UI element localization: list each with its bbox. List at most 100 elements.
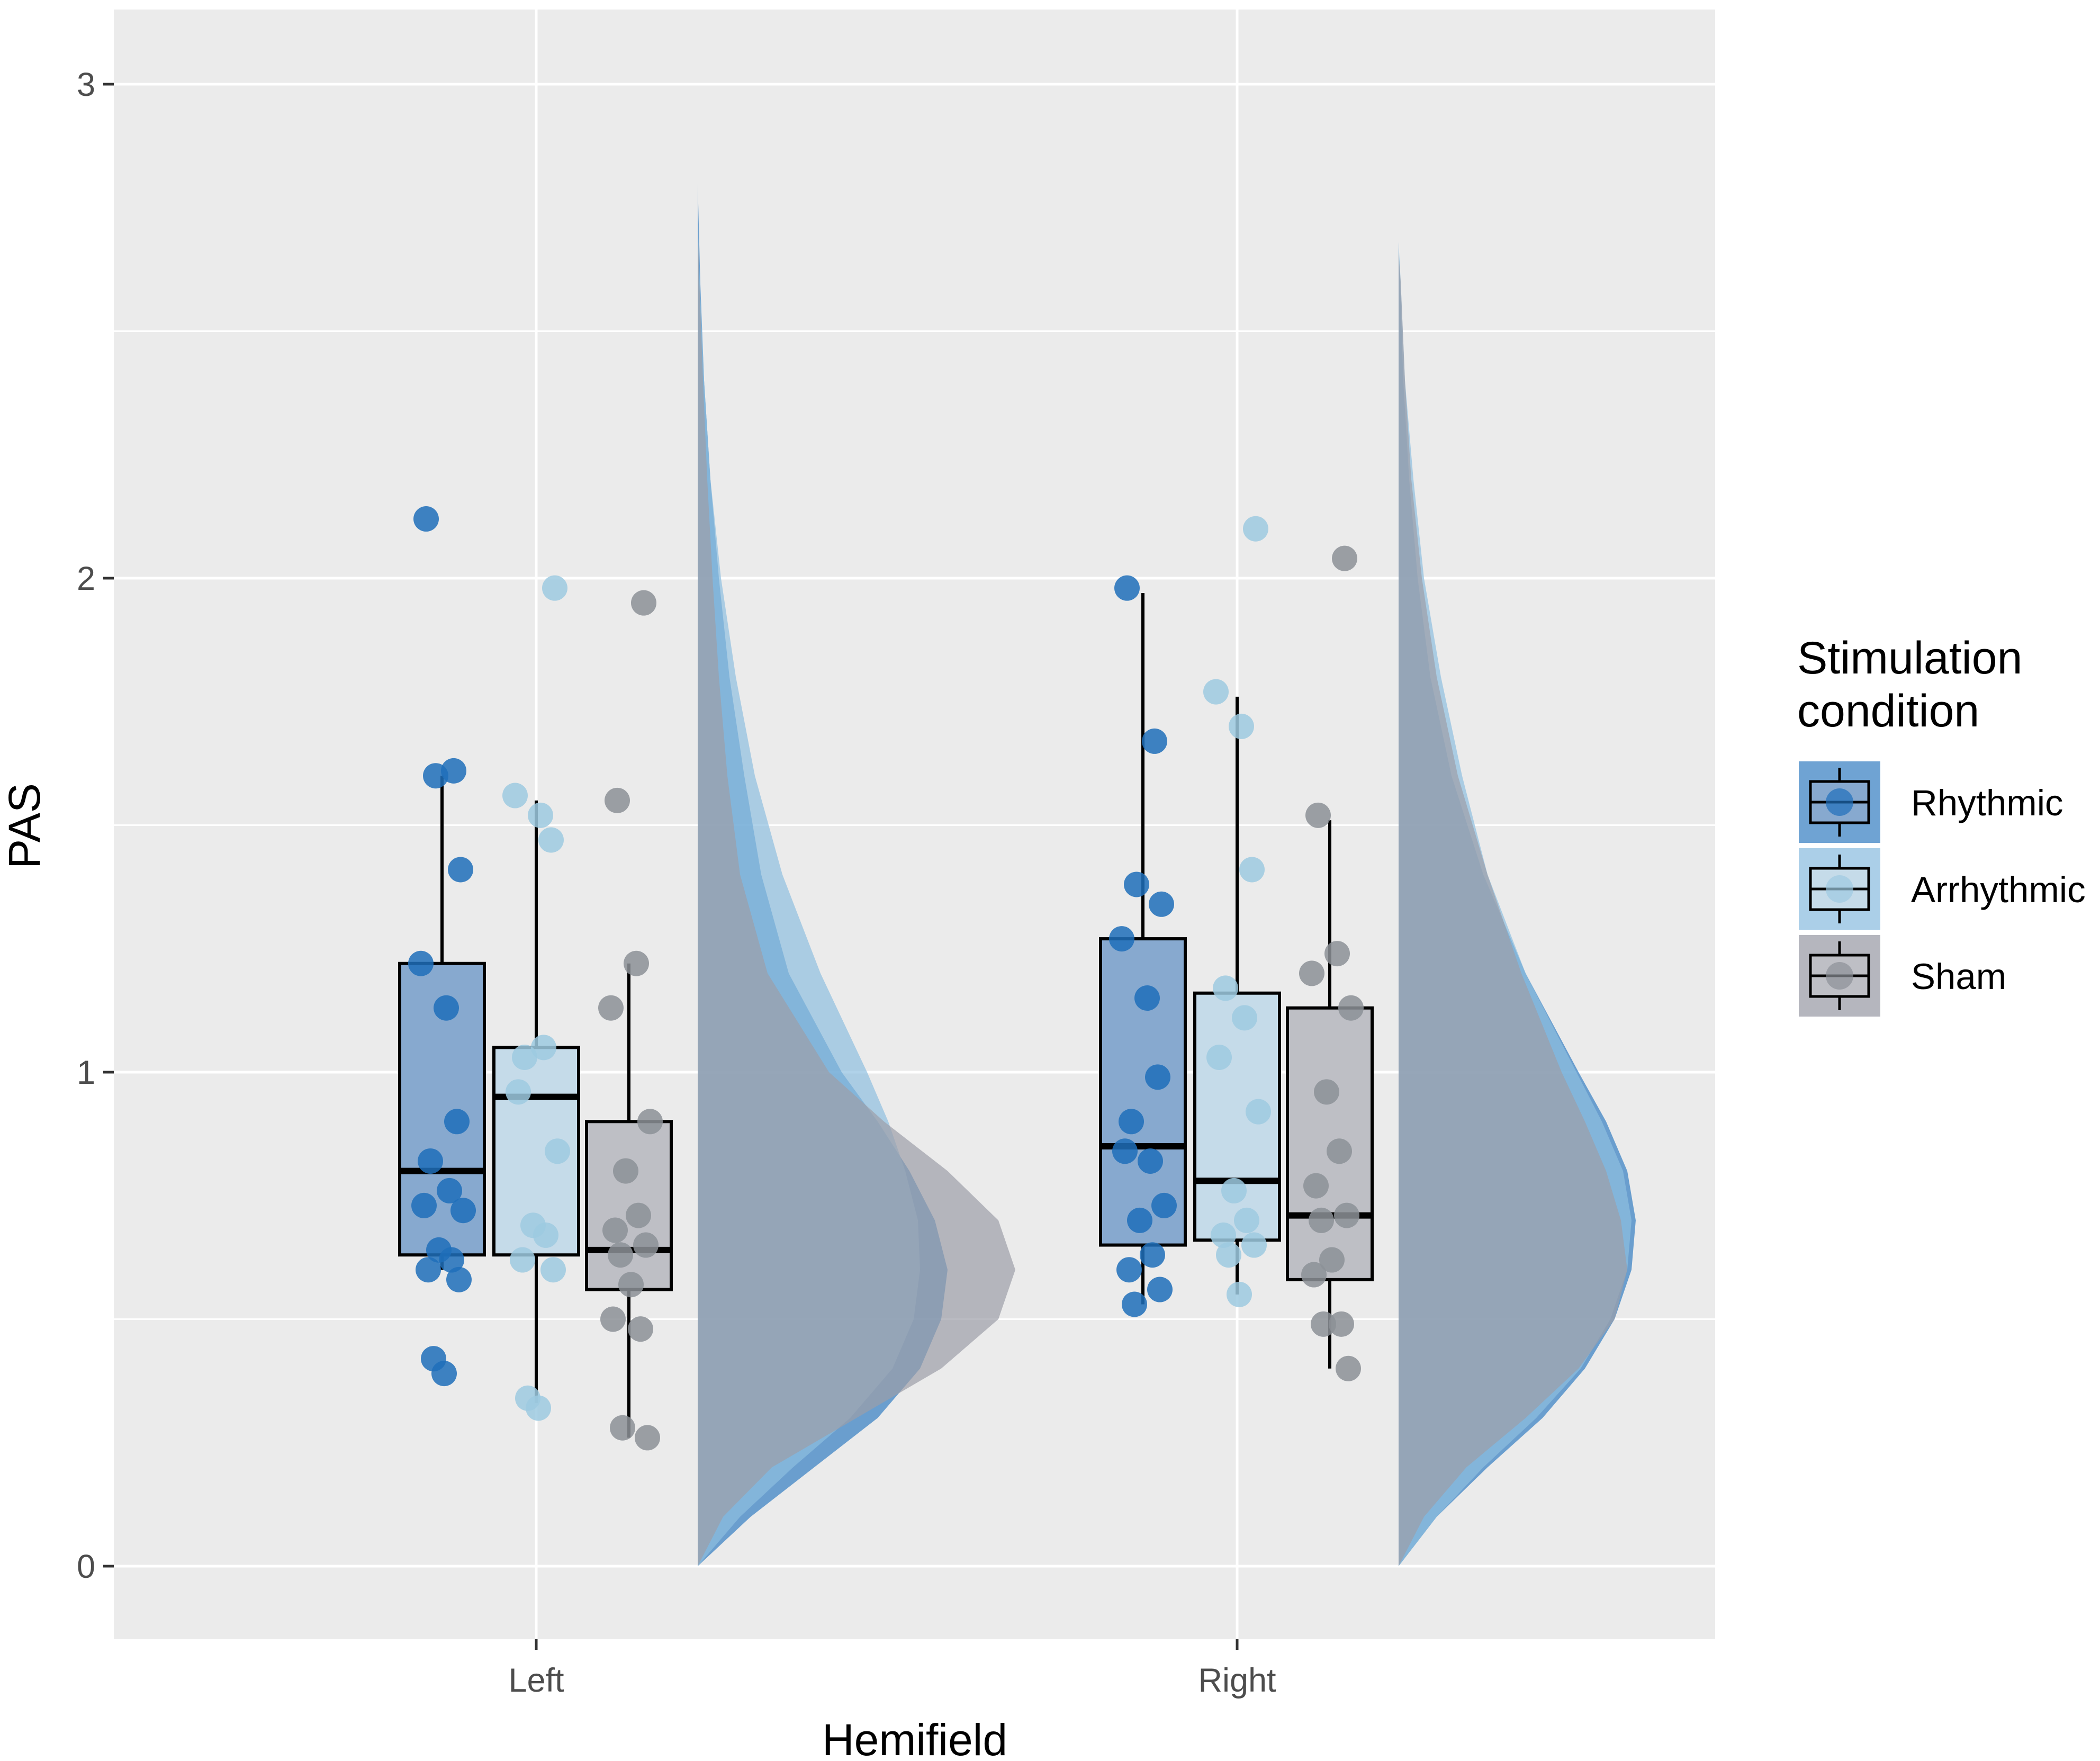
data-point-rhythmic bbox=[1134, 985, 1160, 1011]
data-point-sham bbox=[635, 1425, 660, 1451]
legend: Stimulation condition Rhythmic Arrhythmic… bbox=[1797, 633, 2086, 1017]
data-point-sham bbox=[613, 1158, 638, 1184]
data-point-sham bbox=[1309, 1207, 1334, 1233]
x-axis-title: Hemifield bbox=[822, 1715, 1007, 1761]
density-layer bbox=[698, 183, 1636, 1567]
data-point-rhythmic bbox=[434, 995, 459, 1021]
data-point-rhythmic bbox=[416, 1257, 441, 1283]
data-point-rhythmic bbox=[1151, 1192, 1177, 1218]
axes-layer: 0 1 2 3 Left Right bbox=[77, 66, 1276, 1699]
legend-item-sham: Sham bbox=[1799, 935, 2006, 1017]
data-point-arrhythmic bbox=[1229, 713, 1254, 739]
density-sham-left bbox=[698, 222, 1015, 1566]
data-point-sham bbox=[1299, 960, 1324, 986]
data-point-arrhythmic bbox=[1206, 1045, 1232, 1071]
data-point-arrhythmic bbox=[542, 575, 567, 601]
data-point-rhythmic bbox=[1116, 1257, 1142, 1283]
data-point-sham bbox=[600, 1306, 626, 1332]
data-point-sham bbox=[598, 995, 624, 1021]
y-tick-label: 1 bbox=[77, 1054, 95, 1091]
data-point-arrhythmic bbox=[1227, 1281, 1252, 1307]
data-point-rhythmic bbox=[423, 763, 448, 789]
data-point-arrhythmic bbox=[545, 1138, 570, 1164]
data-point-rhythmic bbox=[418, 1148, 443, 1174]
legend-key-point-sham bbox=[1826, 962, 1853, 990]
y-tick-label: 2 bbox=[77, 560, 95, 597]
data-point-rhythmic bbox=[1114, 575, 1140, 601]
data-point-sham bbox=[605, 787, 630, 813]
data-point-arrhythmic bbox=[1213, 975, 1238, 1001]
legend-label-rhythmic: Rhythmic bbox=[1911, 783, 2063, 823]
data-point-sham bbox=[610, 1415, 635, 1441]
data-point-rhythmic bbox=[1140, 1242, 1165, 1268]
data-point-sham bbox=[1327, 1138, 1352, 1164]
data-point-sham bbox=[637, 1109, 663, 1135]
data-point-arrhythmic bbox=[1241, 1232, 1267, 1258]
data-point-rhythmic bbox=[411, 1192, 437, 1218]
data-point-sham bbox=[1303, 1173, 1329, 1199]
legend-label-sham: Sham bbox=[1911, 956, 2006, 997]
data-point-sham bbox=[1334, 1202, 1359, 1228]
y-tick-label: 0 bbox=[77, 1548, 95, 1585]
data-point-sham bbox=[1301, 1262, 1327, 1288]
data-point-rhythmic bbox=[408, 950, 434, 976]
data-point-arrhythmic bbox=[1239, 857, 1265, 883]
data-point-arrhythmic bbox=[528, 802, 553, 828]
jitter-points-layer bbox=[408, 506, 1364, 1451]
data-point-rhythmic bbox=[450, 1198, 476, 1224]
data-point-arrhythmic bbox=[533, 1222, 558, 1248]
legend-item-rhythmic: Rhythmic bbox=[1799, 761, 2063, 843]
data-point-arrhythmic bbox=[1221, 1178, 1247, 1203]
data-point-arrhythmic bbox=[531, 1035, 556, 1061]
data-point-sham bbox=[631, 590, 656, 616]
data-point-rhythmic bbox=[1124, 871, 1149, 897]
data-point-arrhythmic bbox=[1234, 1207, 1259, 1233]
data-point-rhythmic bbox=[1122, 1291, 1147, 1317]
data-point-arrhythmic bbox=[1232, 1005, 1257, 1031]
data-point-arrhythmic bbox=[526, 1395, 551, 1421]
data-point-rhythmic bbox=[1138, 1148, 1163, 1174]
data-point-rhythmic bbox=[1142, 728, 1167, 754]
data-point-arrhythmic bbox=[1216, 1242, 1241, 1268]
data-point-arrhythmic bbox=[1211, 1222, 1236, 1248]
y-tick-label: 3 bbox=[77, 66, 95, 103]
data-point-sham bbox=[1314, 1079, 1339, 1105]
data-point-rhythmic bbox=[413, 506, 439, 532]
data-point-arrhythmic bbox=[540, 1257, 566, 1283]
legend-title-line2: condition bbox=[1797, 686, 1979, 736]
legend-title-line1: Stimulation bbox=[1797, 633, 2022, 684]
x-tick-label: Left bbox=[508, 1662, 564, 1699]
data-point-sham bbox=[618, 1272, 644, 1298]
data-point-sham bbox=[1332, 545, 1357, 571]
data-point-rhythmic bbox=[1149, 891, 1174, 917]
data-point-rhythmic bbox=[1145, 1064, 1170, 1090]
data-point-arrhythmic bbox=[1243, 516, 1268, 542]
data-point-rhythmic bbox=[448, 857, 473, 883]
data-point-arrhythmic bbox=[538, 827, 564, 853]
data-point-sham bbox=[1338, 995, 1364, 1021]
data-point-sham bbox=[633, 1232, 659, 1258]
data-point-arrhythmic bbox=[1203, 679, 1229, 705]
data-point-rhythmic bbox=[439, 1247, 464, 1273]
legend-label-arrhythmic: Arrhythmic bbox=[1911, 869, 2086, 910]
data-point-sham bbox=[626, 1202, 651, 1228]
data-point-sham bbox=[1319, 1247, 1345, 1273]
data-point-rhythmic bbox=[1112, 1138, 1138, 1164]
data-point-sham bbox=[602, 1217, 628, 1243]
legend-item-arrhythmic: Arrhythmic bbox=[1799, 848, 2086, 930]
data-point-arrhythmic bbox=[502, 783, 528, 808]
data-point-rhythmic bbox=[446, 1266, 472, 1292]
data-point-arrhythmic bbox=[512, 1045, 537, 1071]
data-point-rhythmic bbox=[1109, 926, 1134, 952]
data-point-rhythmic bbox=[431, 1361, 457, 1387]
data-point-sham bbox=[1305, 802, 1331, 828]
data-point-rhythmic bbox=[1119, 1109, 1144, 1135]
data-point-rhythmic bbox=[1147, 1277, 1173, 1302]
data-point-sham bbox=[1336, 1355, 1361, 1381]
x-tick-label: Right bbox=[1198, 1662, 1276, 1699]
y-axis-title: PAS bbox=[0, 783, 49, 869]
data-point-sham bbox=[1329, 1311, 1354, 1337]
data-point-arrhythmic bbox=[506, 1079, 531, 1105]
legend-key-point-arrhythmic bbox=[1826, 875, 1853, 903]
